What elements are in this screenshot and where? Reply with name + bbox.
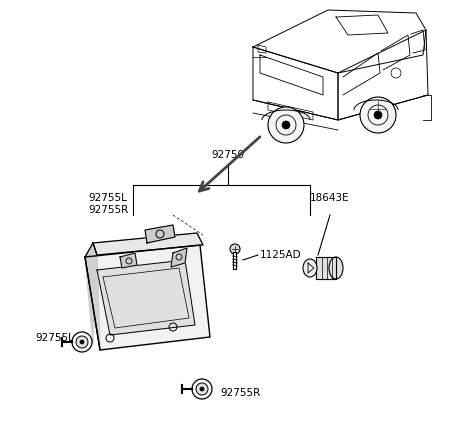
Ellipse shape [303,259,317,277]
Polygon shape [85,245,210,350]
Circle shape [72,332,92,352]
Text: 92755R: 92755R [220,388,260,398]
Text: 92755R: 92755R [88,205,128,215]
Ellipse shape [329,257,343,279]
Polygon shape [171,248,187,267]
Polygon shape [120,253,137,268]
Polygon shape [85,243,100,350]
Circle shape [360,97,396,133]
Circle shape [230,244,240,254]
Polygon shape [253,47,338,120]
Polygon shape [93,233,203,255]
Circle shape [192,379,212,399]
Polygon shape [316,257,336,279]
Polygon shape [338,30,428,120]
Text: 92755L: 92755L [88,193,127,203]
Polygon shape [145,225,175,243]
Circle shape [196,383,208,395]
Circle shape [374,111,382,119]
Polygon shape [85,255,97,344]
Circle shape [268,107,304,143]
Polygon shape [97,260,195,335]
Circle shape [282,121,290,129]
Text: 92750: 92750 [212,150,244,160]
Text: 1125AD: 1125AD [260,250,301,260]
Circle shape [200,387,204,391]
Circle shape [80,340,84,344]
Text: 18643E: 18643E [310,193,349,203]
Text: 92755L: 92755L [35,333,74,343]
Circle shape [76,336,88,348]
Polygon shape [253,10,426,73]
